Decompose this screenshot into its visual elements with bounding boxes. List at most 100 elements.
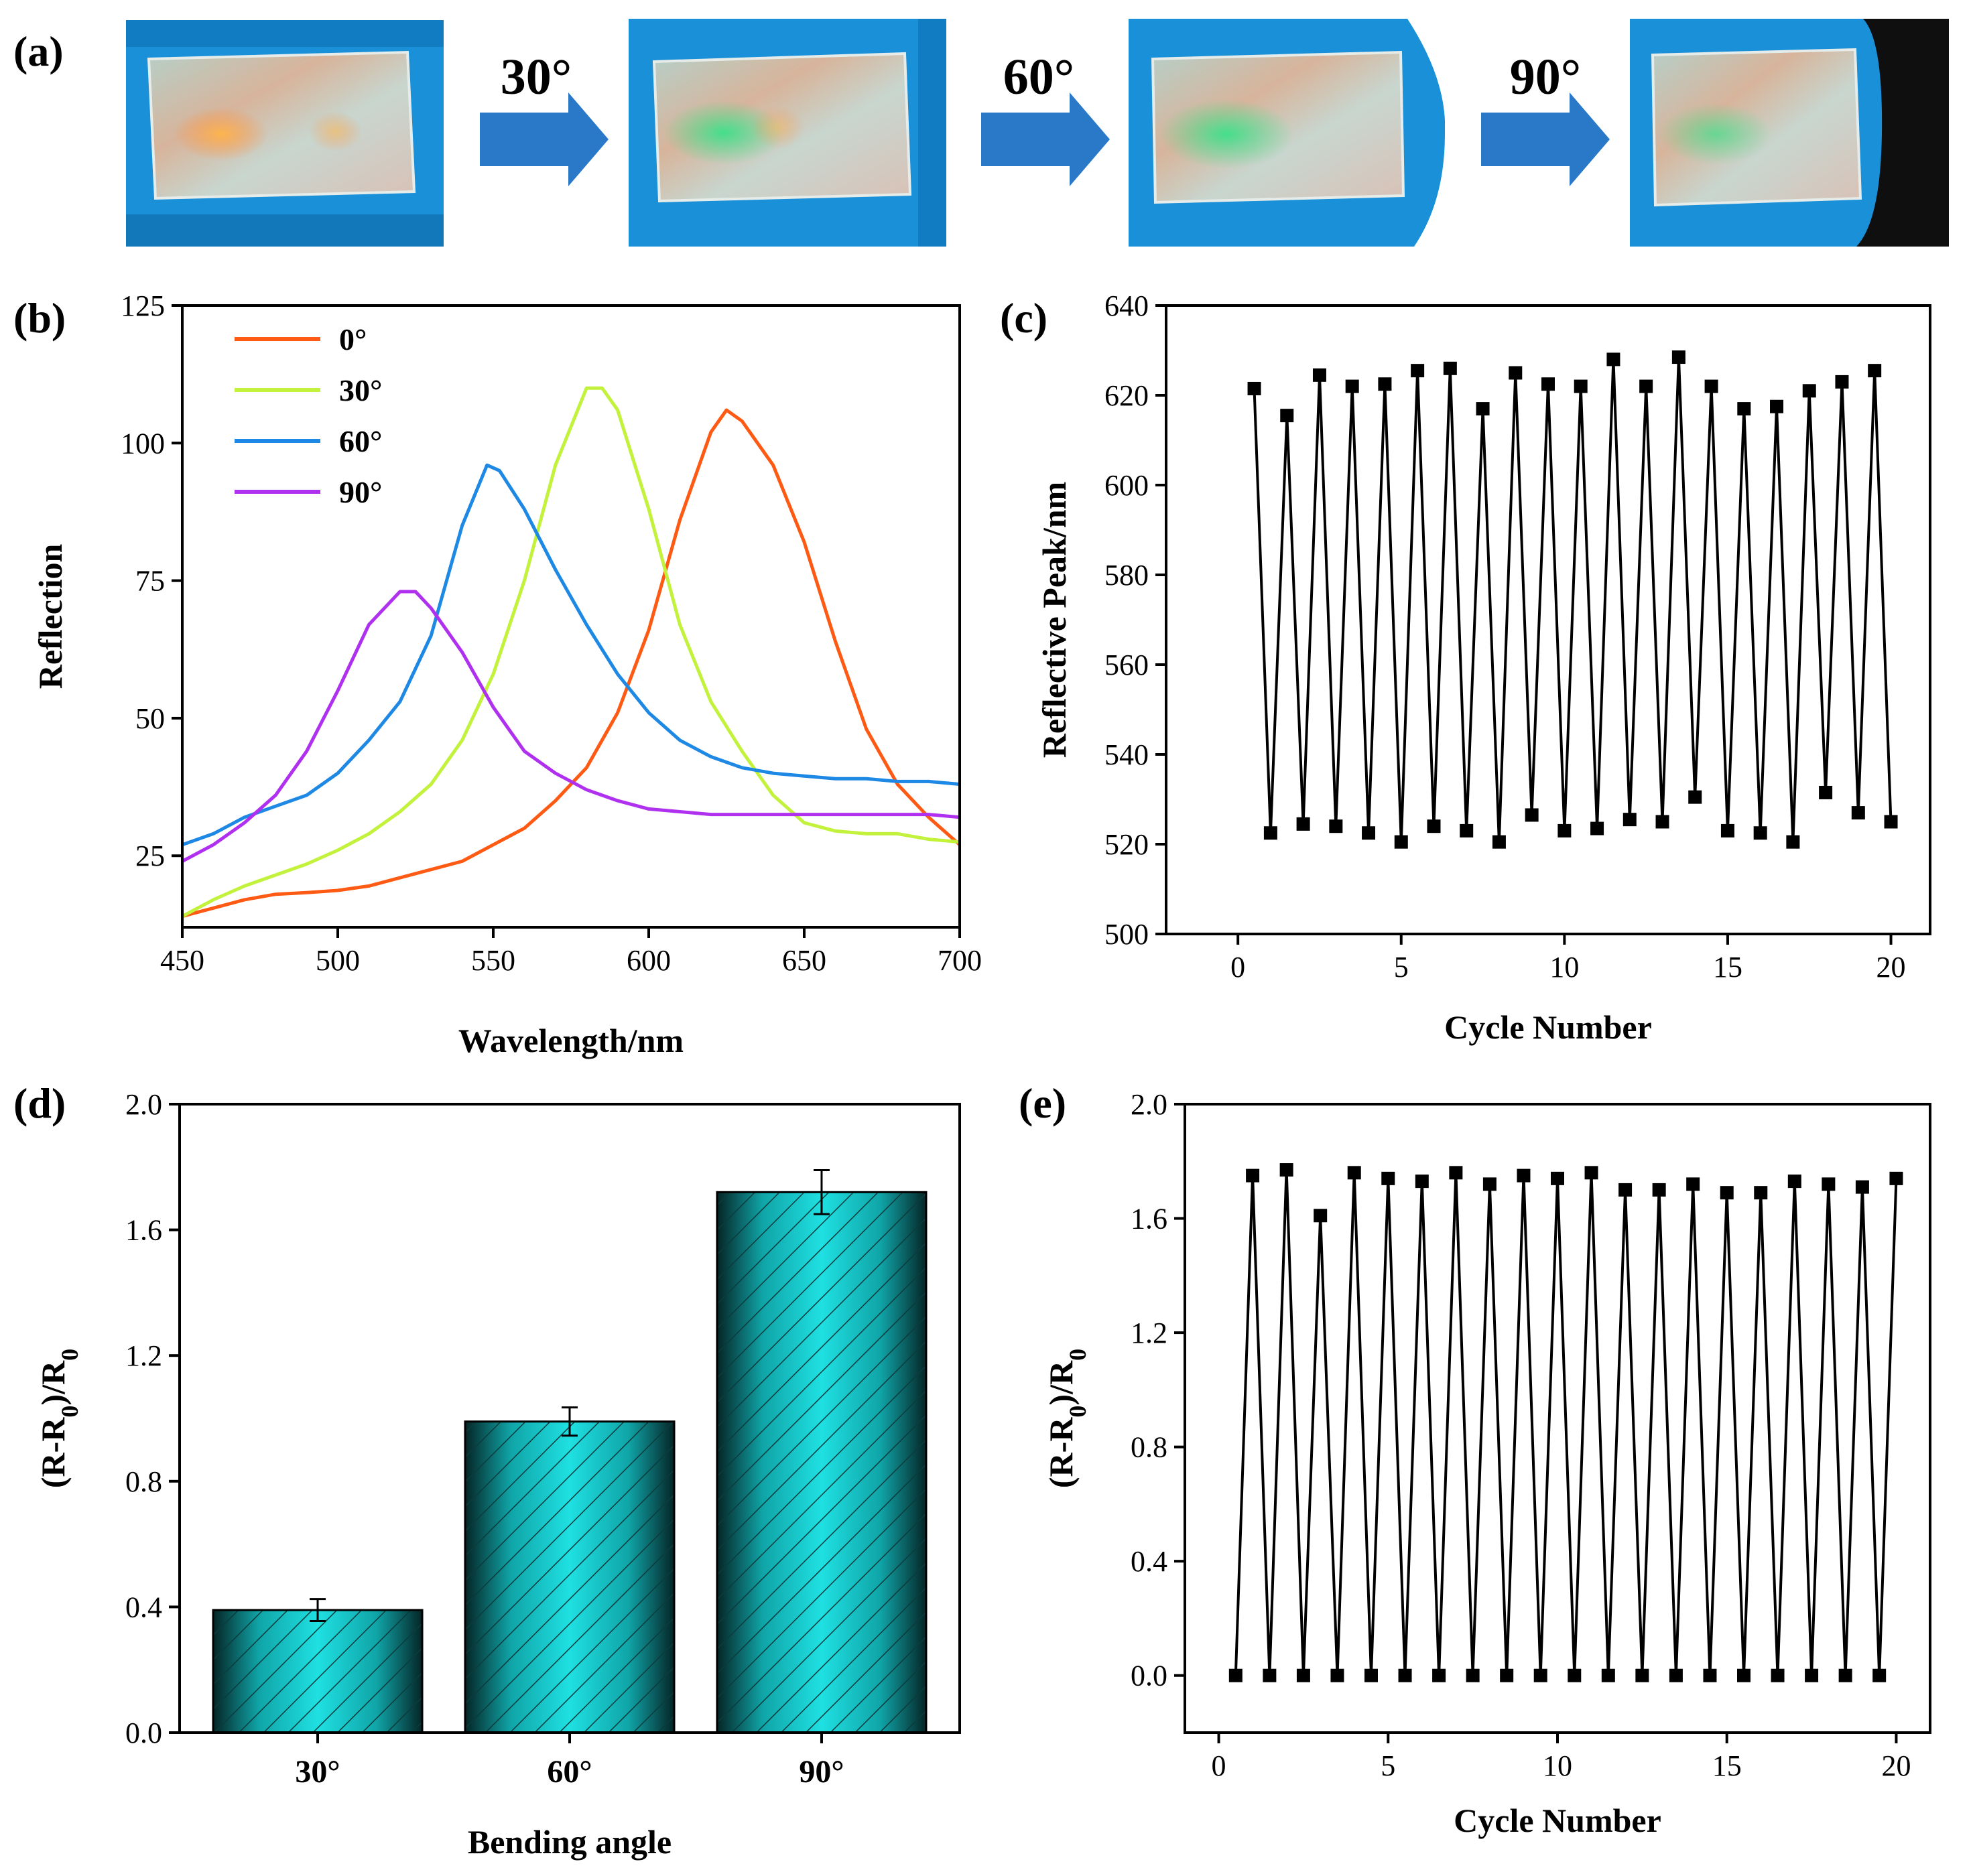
data-point [1872,1668,1887,1682]
x-tick-label-c: 5 [1394,951,1409,984]
data-point [1466,1668,1480,1682]
x-axis-title-b: Wavelength/nm [458,1022,684,1059]
data-point [1622,813,1637,827]
data-point [1482,1177,1497,1191]
series-line-2 [182,463,960,847]
x-tick-label-b: 550 [471,944,515,977]
x-axis-title-c: Cycle Number [1444,1008,1652,1046]
x-axis-title-d: Bending angle [468,1823,672,1861]
data-point [1786,835,1800,849]
data-point [1802,384,1816,398]
data-point [1296,1668,1310,1682]
plot-frame-b [181,304,961,929]
photo-90deg [1630,19,1949,247]
data-point [1541,377,1555,391]
data-point [1855,1180,1869,1194]
data-point [1476,402,1490,416]
data-point [1754,1186,1768,1200]
arrow-label-30: 30° [501,49,572,105]
category-label-2: 90° [799,1754,844,1790]
data-point [1378,377,1392,391]
series-line-1 [181,386,960,918]
arrow-label-60: 60° [1003,49,1074,105]
y-tick-label-d: 1.2 [125,1339,162,1372]
data-point [1770,399,1784,413]
data-point [1330,1668,1344,1682]
legend-label-3: 90° [339,475,382,509]
x-tick-label-e: 10 [1543,1749,1572,1782]
arrow-label-90: 90° [1510,49,1581,105]
data-point [1246,1168,1260,1183]
y-tick-label-d: 0.4 [125,1591,162,1623]
data-point [1601,1668,1615,1682]
y-tick-label-b: 50 [135,702,165,735]
data-point [1394,835,1408,849]
data-point [1460,823,1474,838]
x-tick-label-c: 15 [1713,951,1742,984]
y-tick-label-c: 640 [1104,289,1149,322]
data-point [1686,1177,1700,1191]
data-point [1671,350,1685,364]
data-point [1838,1668,1852,1682]
y-axis-title-b: Reflection [31,544,69,689]
arrow-30: 30° [480,49,609,186]
data-point [1312,368,1326,382]
y-tick-label-b: 75 [135,565,165,598]
x-tick-label-c: 10 [1549,951,1579,984]
series-line-0 [182,408,961,919]
data-point [1557,823,1572,838]
y-tick-label-c: 560 [1104,649,1149,681]
data-point [1427,819,1441,833]
data-point [1263,1668,1277,1682]
category-label-1: 60° [547,1754,592,1790]
data-point [1819,785,1833,799]
y-tick-label-c: 520 [1104,828,1149,861]
series-line-3 [181,590,960,863]
data-point [1688,790,1702,804]
x-tick-label-b: 650 [782,944,826,977]
data-point [1364,1668,1378,1682]
series-line [1253,357,1893,842]
y-axis-title-e: (R-R0)/R0 [1042,1349,1091,1488]
data-point [1443,361,1457,375]
data-point [1584,1166,1598,1180]
y-tick-label-e: 0.8 [1131,1431,1167,1464]
photo-0deg [126,20,444,247]
y-tick-label-c: 600 [1104,469,1149,502]
y-tick-label-c: 540 [1104,738,1149,771]
data-point [1398,1668,1412,1682]
y-tick-label-b: 125 [121,289,165,322]
data-point [1787,1175,1801,1189]
y-axis-title-d: (R-R0)/R0 [34,1349,83,1488]
data-point [1411,364,1425,378]
data-point [1805,1668,1819,1682]
photo-30deg [629,19,946,247]
y-tick-label-c: 580 [1104,559,1149,592]
x-tick-label-e: 0 [1212,1749,1226,1782]
x-tick-label-e: 20 [1881,1749,1911,1782]
x-tick-label-e: 5 [1381,1749,1395,1782]
chart-d-bending-bars: 30° 60° 90° 0.0 0.4 0.8 1.2 1.6 2.0 (R-R0)/R0 Bend… [34,1088,961,1861]
panel-label-c: (c) [1000,294,1047,342]
data-point [1635,1668,1649,1682]
arrow-90: 90° [1481,49,1610,186]
data-point [1432,1668,1446,1682]
data-point [1329,819,1343,833]
data-point [1314,1209,1328,1223]
data-point [1279,1163,1293,1177]
plot-frame-c [1165,304,1931,935]
y-tick-label-d: 1.6 [125,1214,162,1247]
y-tick-label-d: 0.8 [125,1465,162,1498]
y-tick-label-e: 0.0 [1131,1660,1167,1692]
data-point [1525,808,1539,822]
data-point [1345,379,1359,393]
y-tick-label-b: 100 [121,427,165,460]
data-point [1868,364,1882,378]
data-point [1492,835,1506,849]
data-point [1822,1177,1836,1191]
data-point [1737,1668,1751,1682]
y-tick-label-b: 25 [135,840,165,872]
chart-b-reflection-spectra: 25 50 75 100 125 450 500 550 600 650 700 Reflection… [31,289,982,1059]
chart-c-peak-cycles: 500 520 540 560 580 600 620 640 0 5 10 15 20 Reflecti… [1035,289,1931,1046]
